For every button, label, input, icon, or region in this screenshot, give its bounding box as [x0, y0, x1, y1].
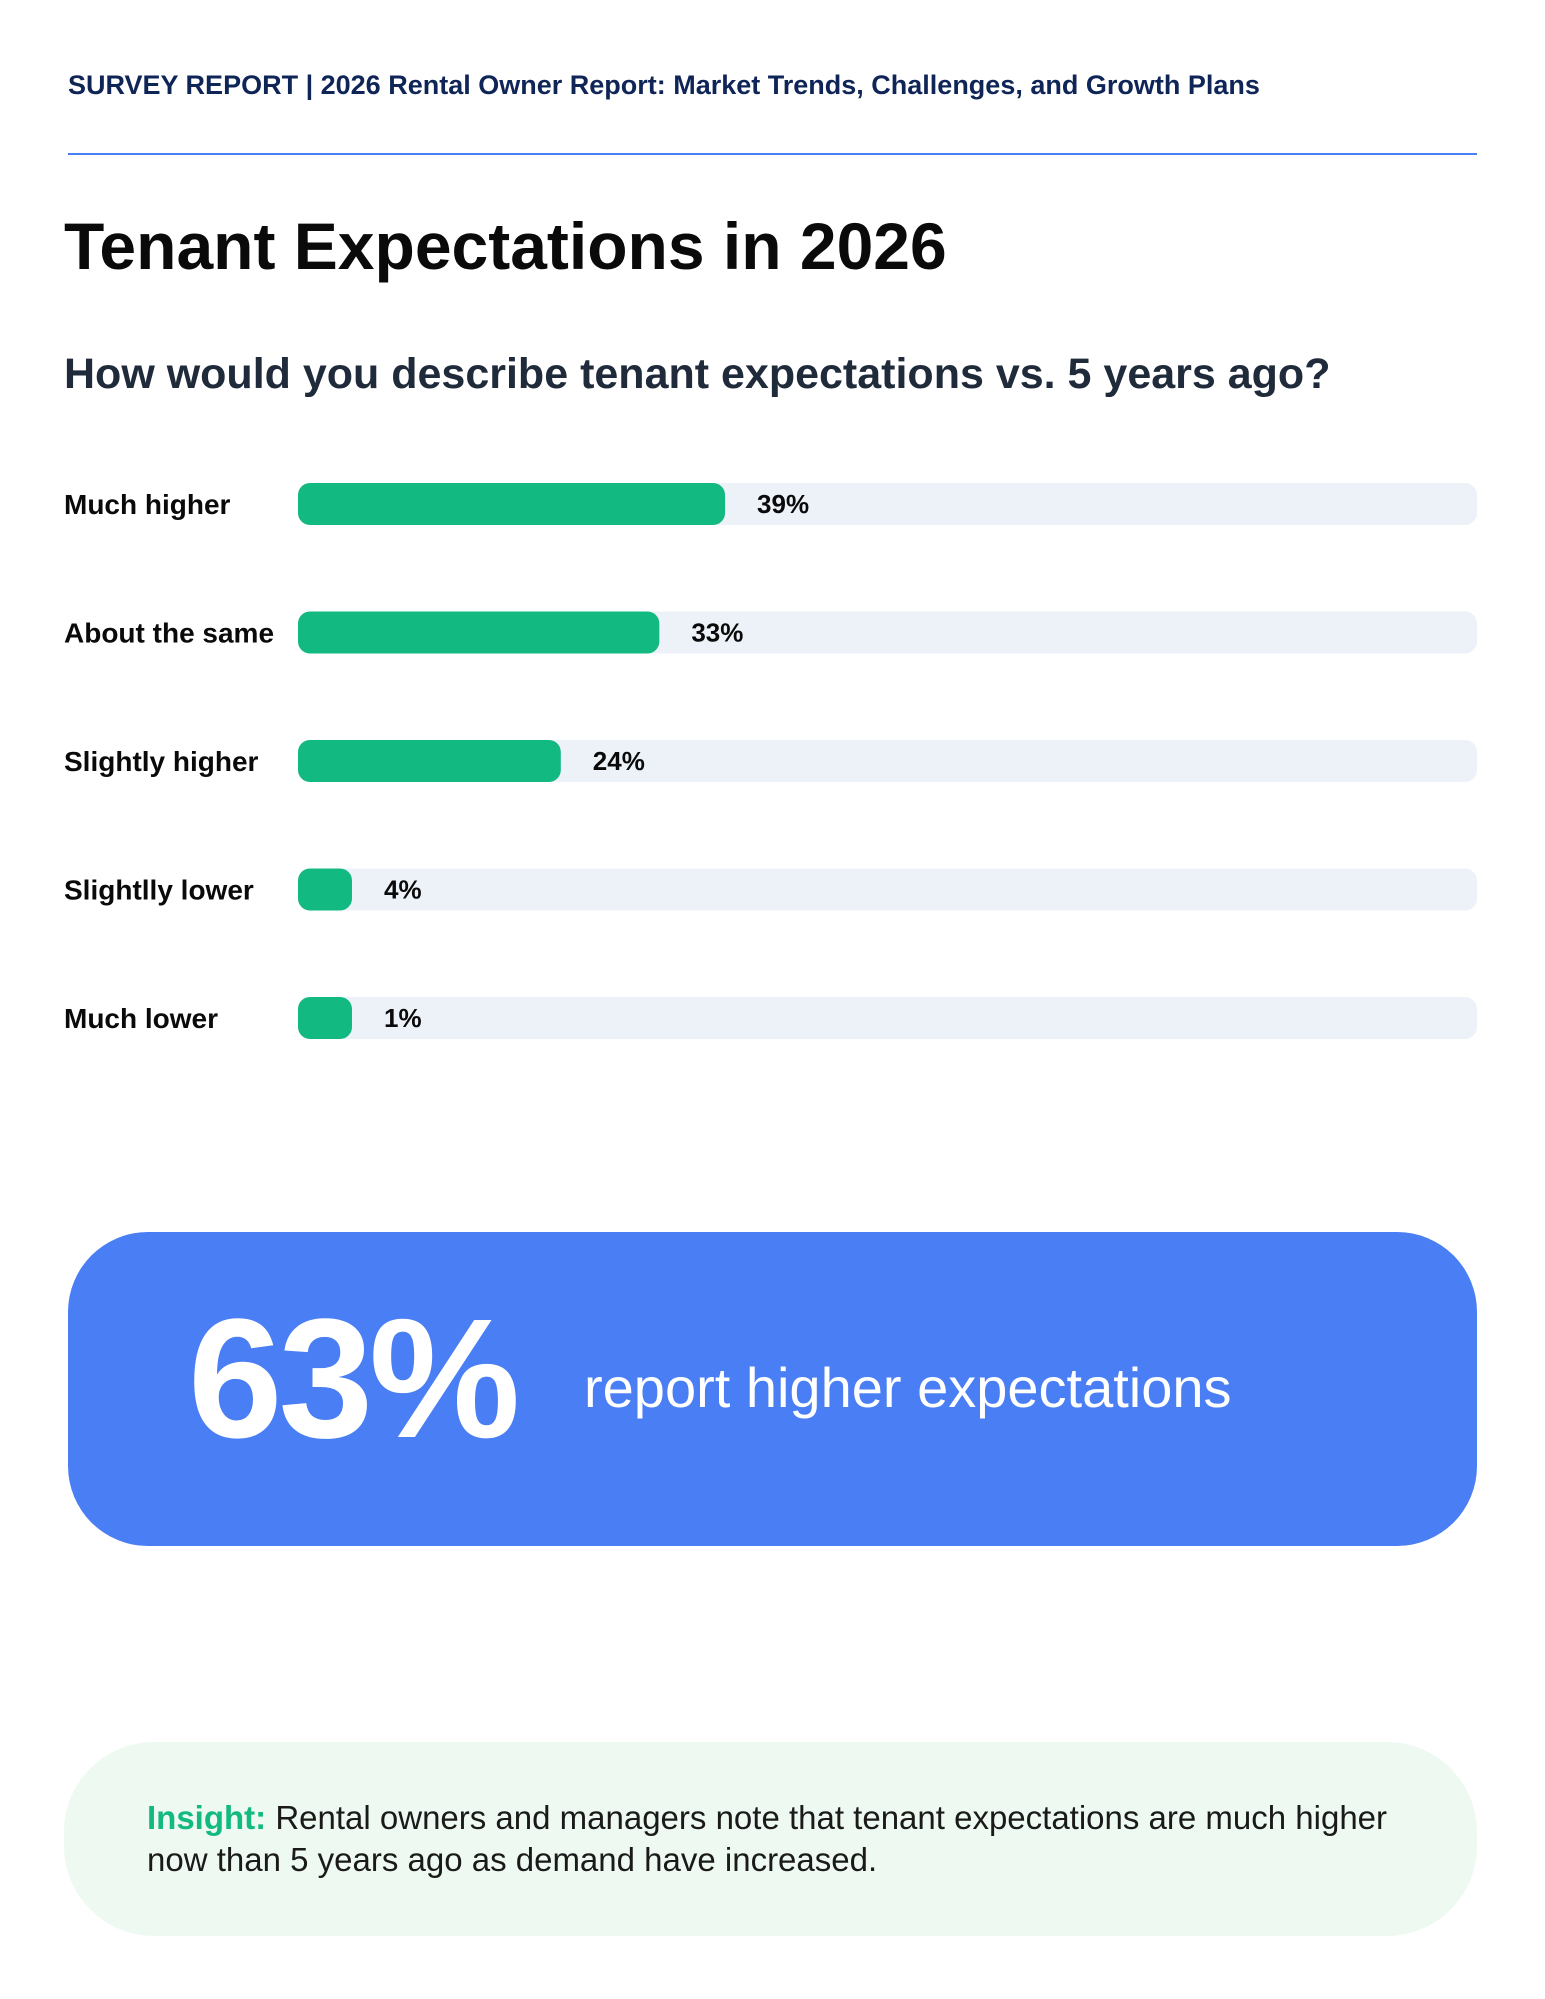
- stat-description: report higher expectations: [584, 1356, 1232, 1419]
- bar: [298, 740, 561, 782]
- category-label: Slightly higher: [64, 746, 259, 777]
- bar: [298, 483, 726, 525]
- category-label: About the same: [64, 618, 274, 649]
- report-header-title: SURVEY REPORT | 2026 Rental Owner Report…: [68, 70, 1260, 100]
- page-title: Tenant Expectations in 2026: [64, 209, 947, 283]
- value-label: 4%: [384, 875, 422, 905]
- bar: [298, 997, 352, 1039]
- chart-title: How would you describe tenant expectatio…: [64, 350, 1331, 398]
- header-divider: [68, 153, 1477, 155]
- highlight-stat-card: 63% report higher expectations: [68, 1232, 1477, 1546]
- bar-track: [298, 740, 1477, 782]
- bar-track: [298, 868, 1477, 911]
- bar-chart: Much higher 39% About the same 33% Slightly …: [64, 483, 1477, 1039]
- insight-card: Insight: Rental owners and managers note…: [64, 1742, 1477, 1936]
- value-label: 39%: [757, 489, 809, 519]
- bar: [298, 611, 660, 654]
- category-label: Slightlly lower: [64, 875, 254, 906]
- category-label: Much lower: [64, 1003, 218, 1034]
- insight-body: Rental owners and managers note that ten…: [147, 1799, 1388, 1878]
- bar-track: [298, 997, 1477, 1039]
- category-label: Much higher: [64, 489, 231, 520]
- value-label: 24%: [593, 746, 645, 776]
- stat-value: 63%: [188, 1284, 520, 1474]
- bar: [298, 868, 352, 911]
- value-label: 1%: [384, 1003, 422, 1033]
- insight-label: Insight:: [147, 1799, 267, 1836]
- value-label: 33%: [691, 618, 743, 648]
- insight-text: Insight: Rental owners and managers note…: [147, 1797, 1407, 1881]
